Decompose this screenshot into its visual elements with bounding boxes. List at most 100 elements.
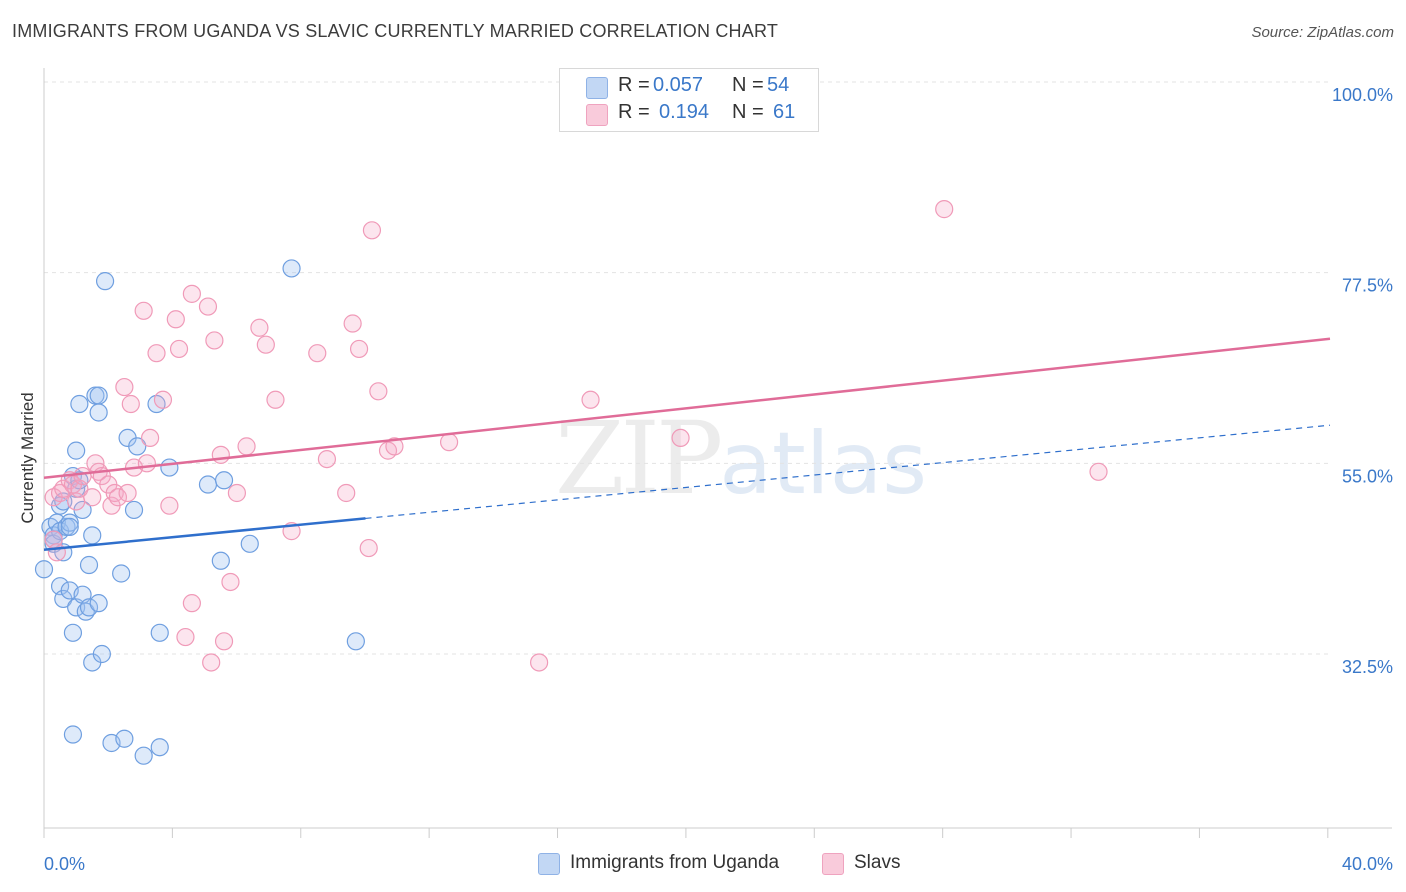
uganda-point: [282, 259, 301, 278]
slavs-point: [182, 284, 201, 303]
legend-label-slavs: Slavs: [854, 852, 901, 873]
legend-r-label: R =: [618, 74, 650, 96]
uganda-point: [112, 564, 131, 583]
slavs-point: [227, 483, 246, 503]
axis-labels: 32.5% 55.0% 77.5% 100.0% 0.0% 40.0% Currently …: [18, 85, 1393, 874]
slavs-point: [47, 543, 66, 562]
slavs-point: [166, 310, 185, 329]
y-tick-label: 77.5%: [1342, 276, 1393, 296]
uganda-point: [89, 403, 108, 422]
slavs-point: [108, 488, 128, 507]
slavs-point: [147, 344, 166, 363]
slavs-point: [266, 390, 285, 409]
uganda-point: [67, 441, 86, 460]
legend-swatch-uganda: [538, 853, 560, 875]
uganda-trend-line: [43, 517, 366, 552]
slavs-point: [671, 428, 690, 448]
stats-legend: R = 0.057 N = 54 R = 0.194 N = 61: [559, 68, 819, 132]
y-tick-label: 100.0%: [1332, 85, 1393, 105]
uganda-point: [79, 555, 99, 575]
slavs-point: [83, 488, 102, 507]
slavs-point: [205, 331, 224, 350]
slavs-point: [121, 394, 140, 414]
uganda-point: [150, 738, 169, 757]
slavs-point: [153, 390, 173, 409]
legend-label-uganda: Immigrants from Uganda: [570, 852, 780, 873]
uganda-point: [160, 458, 179, 477]
uganda-point: [150, 623, 169, 642]
slavs-point: [176, 627, 195, 647]
uganda-point: [198, 475, 218, 494]
legend-swatch-slavs: [586, 104, 608, 126]
x-tick-label: 0.0%: [44, 854, 85, 874]
legend-swatch-slavs: [822, 853, 844, 875]
slavs-point: [214, 632, 234, 651]
axes: [43, 68, 1392, 838]
legend-n-value: 61: [773, 101, 796, 123]
grid-lines: [44, 81, 1330, 655]
legend-swatch-uganda: [586, 77, 608, 99]
slavs-point: [198, 297, 218, 316]
uganda-point: [34, 560, 54, 579]
uganda-point: [79, 598, 99, 617]
data-points: [34, 200, 1108, 765]
legend-n-value: 54: [767, 74, 790, 96]
legend-r-value: 0.194: [659, 101, 710, 123]
uganda-point: [83, 526, 102, 545]
uganda-point: [346, 632, 365, 651]
chart-title: IMMIGRANTS FROM UGANDA VS SLAVIC CURRENT…: [12, 21, 779, 41]
slavs-point: [256, 335, 275, 354]
slavs-point: [182, 594, 201, 613]
slavs-point: [581, 390, 600, 409]
uganda-point: [124, 500, 144, 520]
uganda-point: [63, 623, 83, 642]
slavs-point: [202, 653, 221, 672]
y-tick-label: 32.5%: [1342, 657, 1393, 677]
slavs-point: [221, 572, 240, 592]
uganda-point: [60, 513, 79, 532]
slavs-point: [115, 377, 134, 397]
slavs-point: [73, 466, 92, 486]
legend-r-value: 0.057: [653, 74, 704, 96]
slavs-point: [317, 449, 337, 469]
watermark-atlas: atlas: [719, 414, 928, 514]
uganda-point: [70, 394, 89, 414]
uganda-point: [95, 272, 115, 291]
uganda-point: [60, 517, 79, 536]
slavs-point: [369, 382, 388, 401]
slavs-point: [337, 483, 356, 503]
slavs-point: [530, 653, 549, 672]
uganda-point: [214, 471, 234, 490]
uganda-point: [115, 729, 134, 748]
slavs-point: [160, 496, 179, 515]
uganda-point: [134, 746, 153, 765]
uganda-point: [92, 644, 111, 664]
slavs-point: [359, 538, 378, 558]
zipatlas-watermark: ZIPatlas: [555, 400, 927, 517]
slavs-point: [1089, 462, 1108, 481]
legend-n-label: N =: [732, 101, 764, 123]
source-label: Source: ZipAtlas.com: [1251, 24, 1394, 41]
trend-lines: [43, 337, 1331, 552]
slavs-point: [343, 314, 362, 333]
uganda-point: [211, 551, 230, 570]
slavs-point: [250, 318, 269, 337]
slavs-point: [349, 339, 369, 359]
uganda-point: [63, 725, 83, 744]
y-axis-label: Currently Married: [18, 392, 37, 523]
slavs-point: [169, 339, 189, 359]
slavs-point: [134, 301, 153, 320]
uganda-point: [89, 594, 108, 613]
slavs-point: [439, 433, 459, 452]
slavs-point: [140, 428, 160, 448]
slavs-point: [137, 454, 156, 473]
slavs-point: [362, 221, 382, 240]
slavs-point: [935, 200, 954, 219]
slavs-trend-line: [43, 337, 1331, 479]
uganda-trend-extension: [365, 424, 1331, 520]
slavs-point: [308, 344, 327, 363]
uganda-point: [240, 534, 259, 553]
uganda-point: [89, 386, 108, 405]
legend-n-label: N =: [732, 74, 764, 96]
